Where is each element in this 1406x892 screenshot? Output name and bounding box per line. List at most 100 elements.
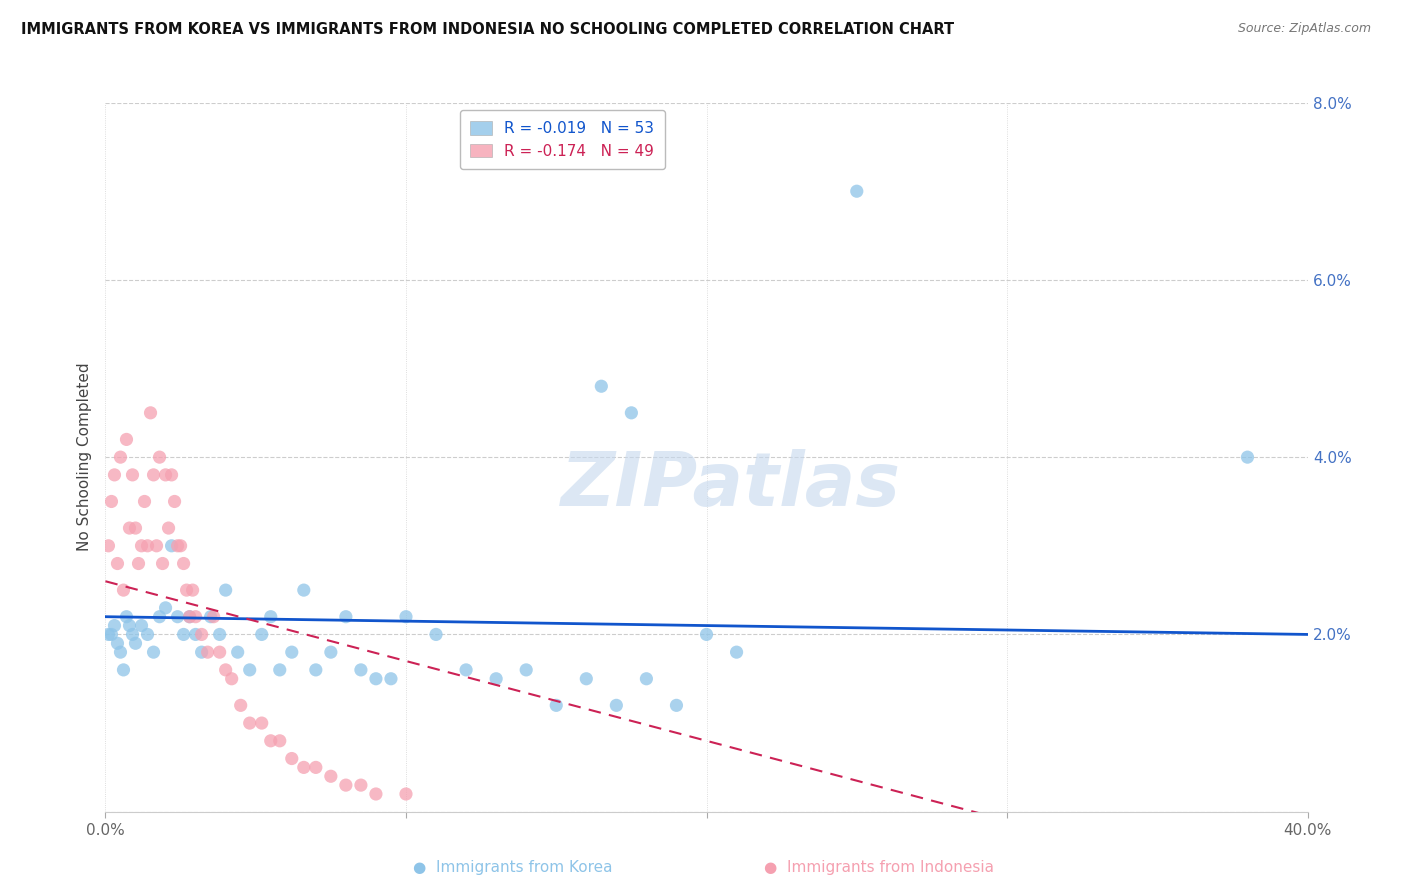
Point [269, 663, 291, 677]
Point [605, 698, 627, 713]
Point [454, 663, 477, 677]
Point [305, 663, 328, 677]
Point [305, 760, 328, 774]
Point [239, 663, 262, 677]
Point [97, 539, 120, 553]
Point [145, 539, 167, 553]
Point [115, 609, 138, 624]
Point [176, 583, 198, 598]
Text: Source: ZipAtlas.com: Source: ZipAtlas.com [1237, 22, 1371, 36]
Point [335, 778, 357, 792]
Point [281, 751, 304, 765]
Point [181, 583, 204, 598]
Point [350, 778, 373, 792]
Point [269, 733, 291, 747]
Point [124, 521, 146, 535]
Point [260, 609, 283, 624]
Point [229, 698, 252, 713]
Point [110, 450, 132, 464]
Point [103, 467, 125, 482]
Point [118, 521, 141, 535]
Point [190, 645, 212, 659]
Point [364, 672, 387, 686]
Point [124, 636, 146, 650]
Point [197, 645, 219, 659]
Point [190, 627, 212, 641]
Point [214, 663, 236, 677]
Point [142, 645, 165, 659]
Point [845, 184, 868, 198]
Text: ●  Immigrants from Korea: ● Immigrants from Korea [413, 861, 613, 875]
Point [169, 539, 191, 553]
Point [226, 645, 249, 659]
Point [112, 583, 135, 598]
Point [134, 494, 156, 508]
Point [100, 627, 122, 641]
Point [173, 627, 195, 641]
Point [281, 645, 304, 659]
Point [173, 557, 195, 571]
Point [121, 627, 143, 641]
Point [160, 467, 183, 482]
Point [148, 450, 170, 464]
Point [179, 609, 201, 624]
Point [107, 557, 129, 571]
Point [292, 583, 315, 598]
Point [208, 645, 231, 659]
Point [214, 583, 236, 598]
Point [591, 379, 613, 393]
Point [107, 636, 129, 650]
Point [250, 627, 273, 641]
Point [1236, 450, 1258, 464]
Point [184, 609, 207, 624]
Point [97, 627, 120, 641]
Point [364, 787, 387, 801]
Point [292, 760, 315, 774]
Point [515, 663, 537, 677]
Point [425, 627, 447, 641]
Point [221, 672, 243, 686]
Point [148, 609, 170, 624]
Point [575, 672, 598, 686]
Point [131, 539, 153, 553]
Point [139, 406, 162, 420]
Point [115, 433, 138, 447]
Point [620, 406, 643, 420]
Point [128, 557, 150, 571]
Point [155, 467, 177, 482]
Point [184, 627, 207, 641]
Point [380, 672, 402, 686]
Point [319, 645, 342, 659]
Point [166, 609, 188, 624]
Point [142, 467, 165, 482]
Point [202, 609, 225, 624]
Point [200, 609, 222, 624]
Point [155, 600, 177, 615]
Y-axis label: No Schooling Completed: No Schooling Completed [77, 363, 93, 551]
Point [239, 716, 262, 731]
Point [112, 663, 135, 677]
Point [131, 618, 153, 632]
Point [395, 787, 418, 801]
Point [696, 627, 718, 641]
Point [485, 672, 508, 686]
Point [110, 645, 132, 659]
Point [636, 672, 658, 686]
Point [260, 733, 283, 747]
Text: ZIPatlas: ZIPatlas [561, 449, 901, 522]
Legend: R = -0.019   N = 53, R = -0.174   N = 49: R = -0.019 N = 53, R = -0.174 N = 49 [460, 111, 665, 169]
Point [163, 494, 186, 508]
Point [665, 698, 688, 713]
Point [546, 698, 568, 713]
Point [160, 539, 183, 553]
Point [350, 663, 373, 677]
Point [208, 627, 231, 641]
Point [157, 521, 180, 535]
Point [166, 539, 188, 553]
Point [250, 716, 273, 731]
Point [103, 618, 125, 632]
Point [136, 627, 159, 641]
Point [121, 467, 143, 482]
Point [319, 769, 342, 783]
Point [118, 618, 141, 632]
